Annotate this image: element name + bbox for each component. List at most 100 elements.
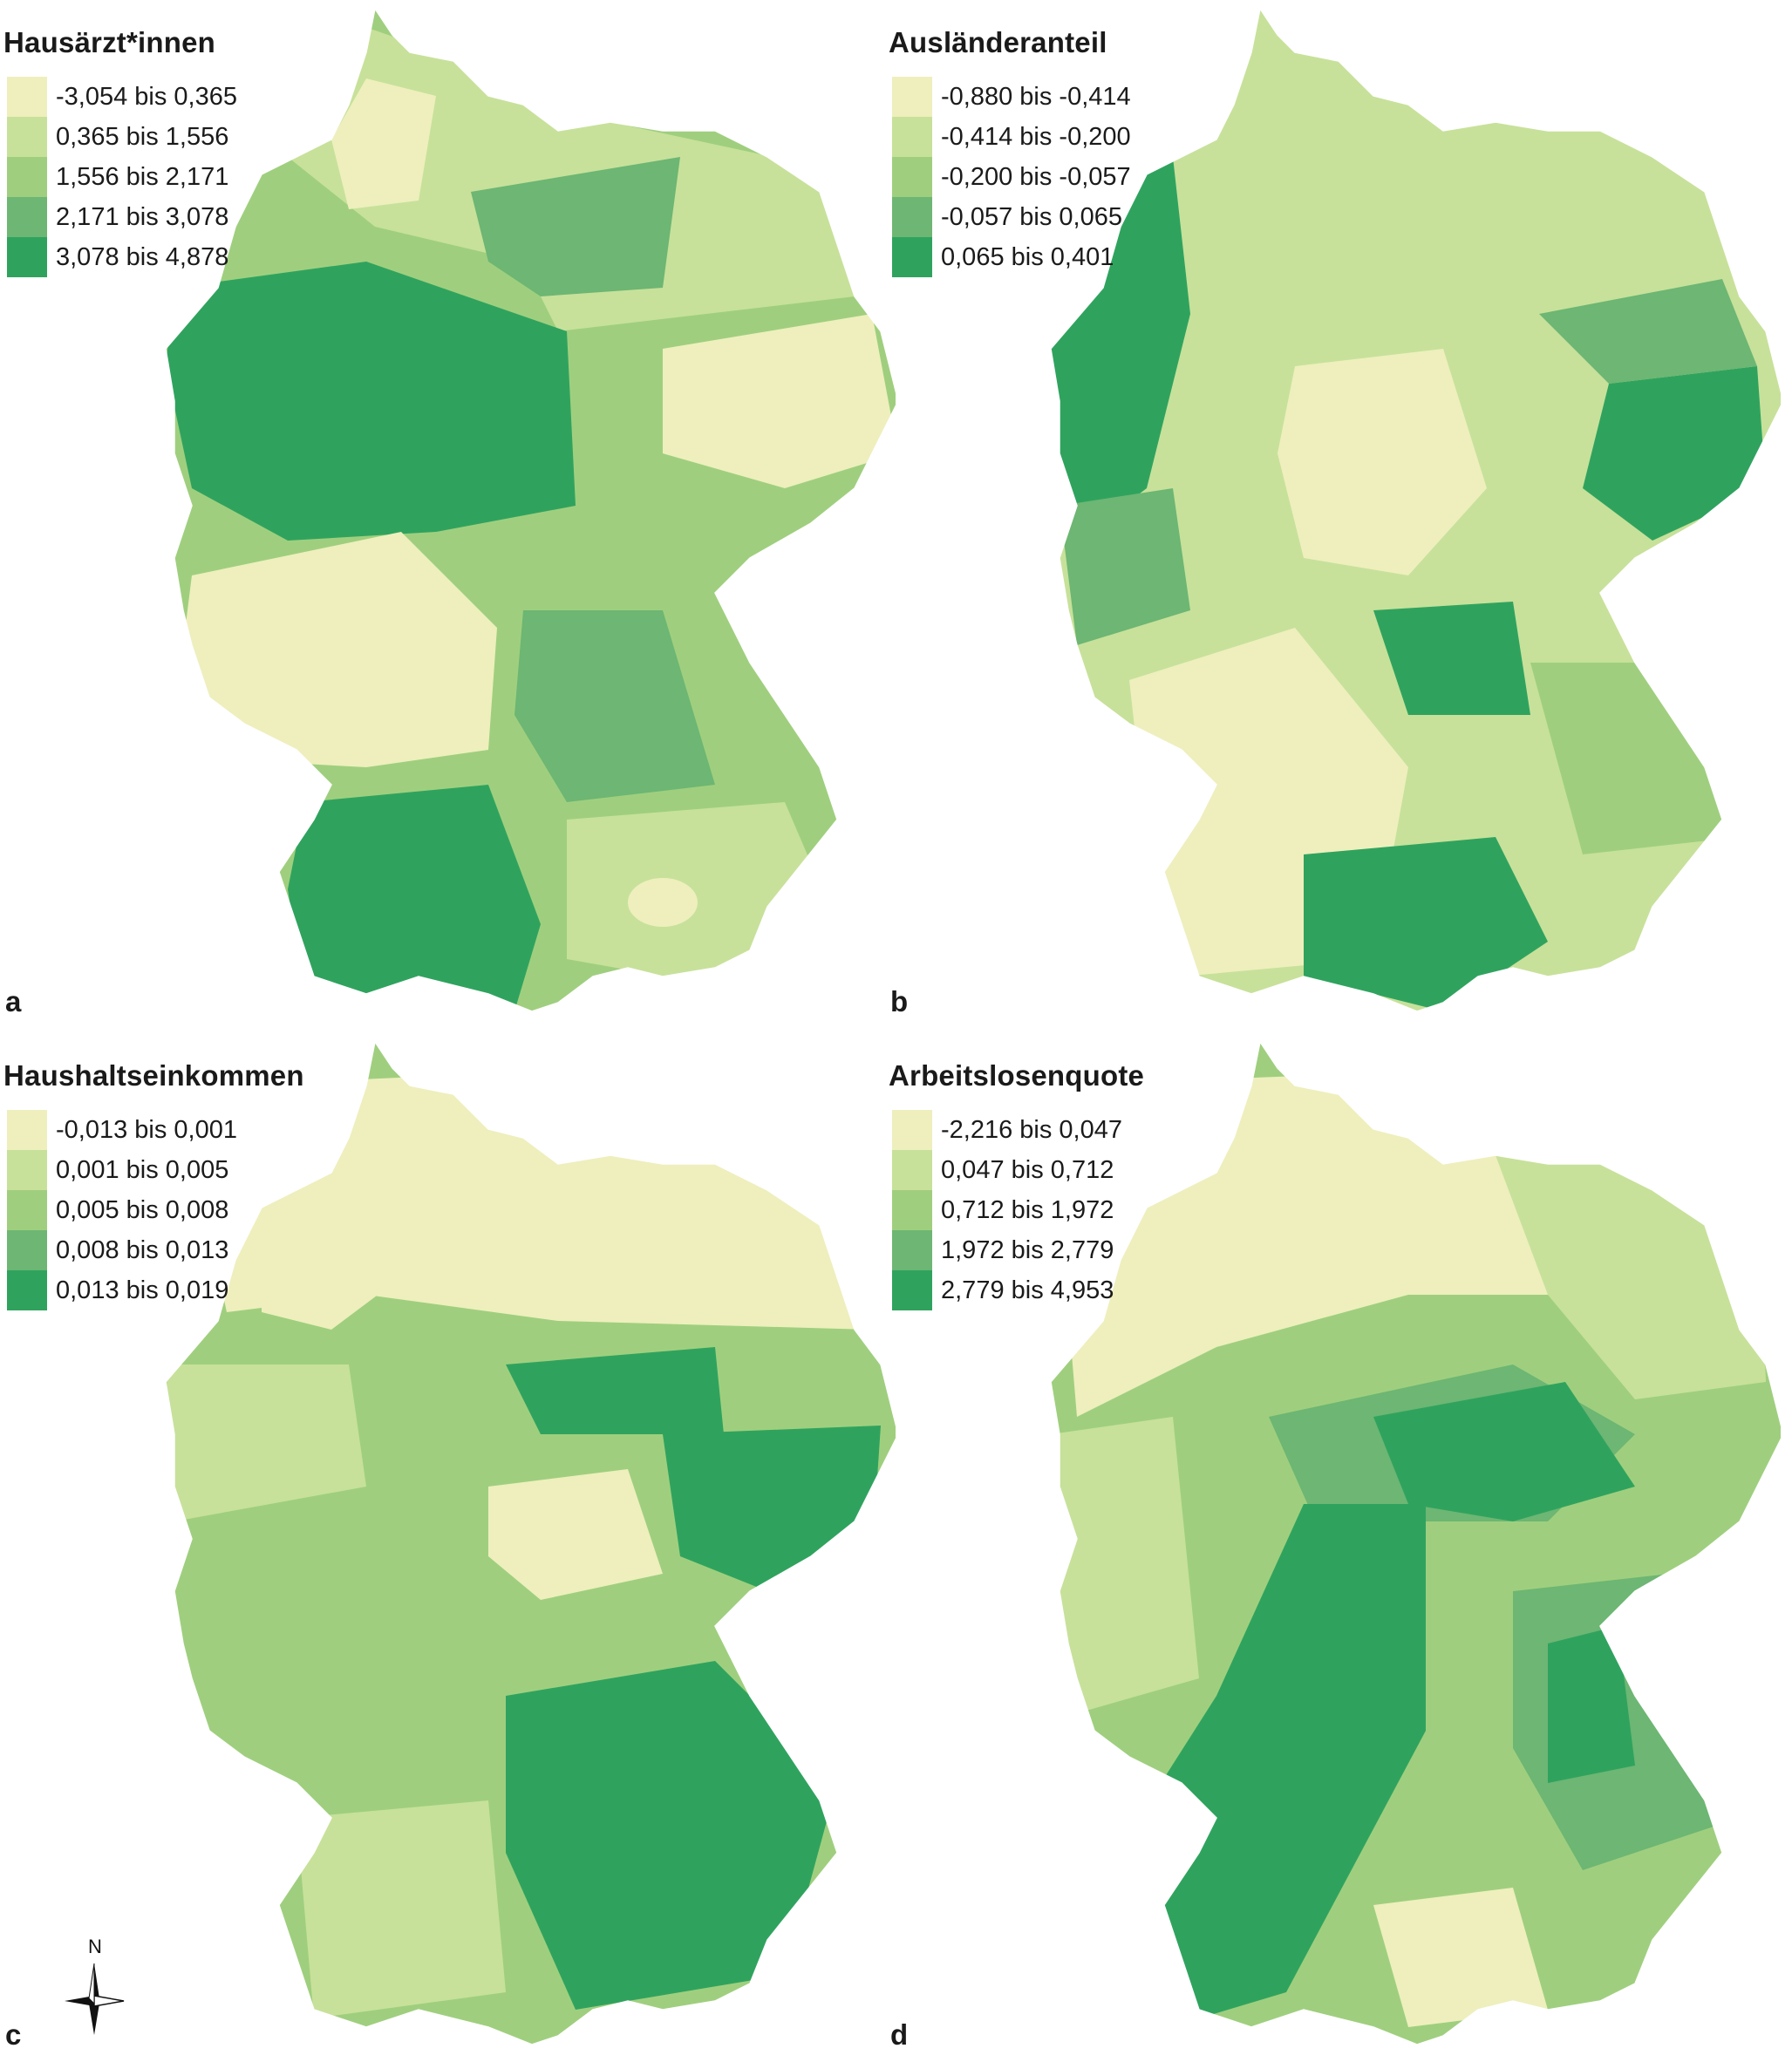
- legend-label: 0,365 bis 1,556: [56, 122, 229, 151]
- legend-swatch: [7, 1270, 47, 1310]
- legend-swatch: [7, 1190, 47, 1230]
- region-south-light: [1373, 1888, 1548, 2027]
- legend-item: -0,880 bis -0,414: [892, 77, 1131, 117]
- legend-item: 0,013 bis 0,019: [7, 1270, 237, 1310]
- panel-letter: d: [890, 2018, 909, 2051]
- legend-label: 2,779 bis 4,953: [941, 1276, 1114, 1304]
- legend: -0,880 bis -0,414 -0,414 bis -0,200 -0,2…: [892, 77, 1131, 277]
- region-frankfurt: [1373, 602, 1530, 715]
- legend-swatch: [7, 1230, 47, 1270]
- legend-label: -0,013 bis 0,001: [56, 1115, 237, 1144]
- legend-label: 0,005 bis 0,008: [56, 1195, 229, 1224]
- region-bw: [288, 785, 541, 1011]
- legend-label: 0,712 bis 1,972: [941, 1195, 1114, 1224]
- legend-label: -0,057 bis 0,065: [941, 202, 1122, 231]
- legend-item: 2,779 bis 4,953: [892, 1270, 1122, 1310]
- legend-label: -0,414 bis -0,200: [941, 122, 1131, 151]
- panel-letter: c: [5, 2018, 22, 2051]
- legend-label: -2,216 bis 0,047: [941, 1115, 1122, 1144]
- legend-swatch: [892, 237, 932, 277]
- legend-swatch: [7, 77, 47, 117]
- north-label: N: [88, 1936, 102, 1957]
- region-northsea: [331, 78, 436, 209]
- legend-swatch: [892, 77, 932, 117]
- region-west2: [1060, 488, 1190, 645]
- north-arrow: N: [61, 1936, 127, 2040]
- panel-title: Ausländeranteil: [889, 26, 1107, 58]
- legend-swatch: [7, 197, 47, 237]
- legend-swatch: [892, 1150, 932, 1190]
- legend-swatch: [892, 1230, 932, 1270]
- region-north: [288, 9, 855, 331]
- legend-label: 1,556 bis 2,171: [56, 162, 229, 191]
- region-berlin: [1583, 366, 1766, 541]
- legend-item: 0,065 bis 0,401: [892, 237, 1131, 277]
- legend-label: -0,880 bis -0,414: [941, 82, 1131, 111]
- legend-label: -0,200 bis -0,057: [941, 162, 1131, 191]
- region-east-border: [1539, 279, 1757, 384]
- legend-swatch: [7, 157, 47, 197]
- legend-label: 2,171 bis 3,078: [56, 202, 229, 231]
- compass-north-icon: [65, 1963, 125, 2035]
- region-west: [166, 1364, 366, 1521]
- legend-item: 0,005 bis 0,008: [7, 1190, 237, 1230]
- legend-item: 0,712 bis 1,972: [892, 1190, 1122, 1230]
- region-central-dark: [506, 1347, 724, 1434]
- legend-swatch: [892, 1190, 932, 1230]
- legend-item: -0,200 bis -0,057: [892, 157, 1131, 197]
- region-bw-light: [296, 1800, 506, 2018]
- panel-letter: a: [5, 985, 22, 1017]
- region-sw-light: [174, 1818, 279, 1931]
- legend-label: -3,054 bis 0,365: [56, 82, 237, 111]
- map-panel-c: Haushaltseinkommen -0,013 bis 0,001 0,00…: [0, 1033, 896, 2062]
- region-munich-area: [628, 878, 698, 927]
- legend-item: 0,047 bis 0,712: [892, 1150, 1122, 1190]
- legend-item: -0,013 bis 0,001: [7, 1110, 237, 1150]
- region-nw-pocket: [262, 1190, 401, 1330]
- panel-title: Haushaltseinkommen: [3, 1059, 304, 1092]
- region-frankonia: [514, 610, 715, 802]
- panel-title: Hausärzt*innen: [3, 26, 216, 58]
- legend-item: 0,008 bis 0,013: [7, 1230, 237, 1270]
- legend-label: 0,001 bis 0,005: [56, 1155, 229, 1184]
- map-panel-a: Hausärzt*innen -3,054 bis 0,365 0,365 bi…: [0, 0, 896, 1029]
- legend-swatch: [7, 117, 47, 157]
- legend-item: -0,057 bis 0,065: [892, 197, 1131, 237]
- region-hesse: [183, 532, 497, 767]
- region-south-munich: [1304, 837, 1548, 1011]
- region-se-dark: [1548, 1626, 1635, 1783]
- legend-item: -0,414 bis -0,200: [892, 117, 1131, 157]
- legend-item: 1,972 bis 2,779: [892, 1230, 1122, 1270]
- legend-swatch: [892, 1270, 932, 1310]
- region-west-light: [1051, 1417, 1199, 1713]
- germany-map-d: [1050, 1041, 1781, 2045]
- legend-swatch: [892, 1110, 932, 1150]
- legend-swatch: [7, 237, 47, 277]
- germany-map-b: [1050, 8, 1781, 1012]
- panel-letter: b: [890, 985, 909, 1017]
- legend-label: 1,972 bis 2,779: [941, 1235, 1114, 1264]
- region-bavaria-south: [567, 802, 837, 985]
- panel-title: Arbeitslosenquote: [889, 1059, 1145, 1092]
- region-bavaria-dark: [506, 1661, 837, 2010]
- legend-item: -3,054 bis 0,365: [7, 77, 237, 117]
- legend: -3,054 bis 0,365 0,365 bis 1,556 1,556 b…: [7, 77, 237, 277]
- region-spine-dark: [1094, 1504, 1426, 2045]
- legend-item: 0,001 bis 0,005: [7, 1150, 237, 1190]
- legend-label: 0,065 bis 0,401: [941, 242, 1114, 271]
- region-lowersaxony: [471, 157, 680, 296]
- legend-item: 1,556 bis 2,171: [7, 157, 237, 197]
- legend-item: 2,171 bis 3,078: [7, 197, 237, 237]
- legend-swatch: [892, 157, 932, 197]
- legend-label: 0,008 bis 0,013: [56, 1235, 229, 1264]
- legend-label: 3,078 bis 4,878: [56, 242, 229, 271]
- map-panel-b: Ausländeranteil -0,880 bis -0,414 -0,414…: [885, 0, 1781, 1029]
- legend-swatch: [892, 197, 932, 237]
- legend: -0,013 bis 0,001 0,001 bis 0,005 0,005 b…: [7, 1110, 237, 1310]
- map-panel-d: Arbeitslosenquote -2,216 bis 0,047 0,047…: [885, 1033, 1781, 2062]
- legend-item: 3,078 bis 4,878: [7, 237, 237, 277]
- region-center: [1278, 349, 1487, 575]
- region-hesse-light: [488, 1469, 663, 1600]
- region-east: [663, 314, 896, 488]
- legend: -2,216 bis 0,047 0,047 bis 0,712 0,712 b…: [892, 1110, 1122, 1310]
